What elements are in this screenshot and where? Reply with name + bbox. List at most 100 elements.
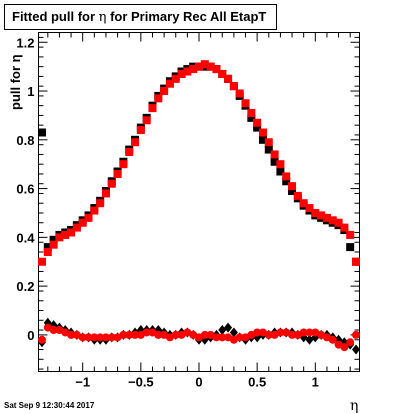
chart-title-suffix: for Primary Rec All EtapT — [106, 9, 267, 24]
series-2-point — [352, 344, 361, 355]
x-tick-label: 0.5 — [248, 375, 266, 390]
series-3-point — [200, 330, 209, 339]
series-1-point — [72, 223, 81, 232]
series-2-point — [224, 322, 233, 333]
series-1-point — [258, 128, 267, 137]
series-1-point — [195, 62, 203, 71]
series-3-point — [305, 328, 314, 337]
series-3-point — [218, 333, 227, 342]
series-3-point — [352, 330, 361, 339]
series-1-point — [235, 89, 244, 98]
series-1-point — [247, 108, 256, 117]
x-tick-label: 0 — [195, 375, 202, 390]
y-tick-label: 0.2 — [16, 279, 34, 294]
chart-title-greek: η — [98, 10, 107, 25]
series-2-point — [229, 327, 238, 338]
series-1-point — [165, 79, 174, 88]
series-1-point — [282, 172, 291, 181]
series-1-point — [136, 126, 145, 135]
series-1-point — [311, 208, 320, 217]
chart-title: Fitted pull for η for Primary Rec All Et… — [4, 4, 277, 30]
series-1-point — [346, 230, 355, 239]
series-1-point — [67, 228, 76, 237]
series-3-point — [276, 328, 285, 337]
series-1-point — [154, 94, 163, 103]
series-3-point — [78, 333, 87, 342]
series-3-point — [37, 335, 46, 344]
y-tick-label: 0 — [27, 328, 34, 343]
series-1-point — [177, 69, 186, 78]
series-0-point — [253, 123, 262, 132]
series-0-point — [247, 113, 256, 122]
y-tick-label: 1 — [27, 84, 34, 99]
series-0-point — [43, 243, 52, 252]
series-1-point — [229, 82, 238, 91]
series-3-point — [212, 333, 221, 342]
series-1-point — [224, 74, 233, 83]
series-1-point — [90, 206, 99, 215]
series-1-point — [61, 230, 70, 239]
series-3-point — [67, 330, 76, 339]
series-3-point — [107, 333, 116, 342]
y-tick-label: 1.2 — [16, 35, 34, 50]
series-3-point — [288, 330, 297, 339]
chart-title-prefix: Fitted pull for — [12, 9, 99, 24]
series-1-point — [101, 189, 110, 198]
series-0-point — [282, 177, 291, 186]
x-tick-label: −1 — [75, 375, 90, 390]
series-3-point — [131, 330, 140, 339]
series-3-point — [346, 338, 355, 347]
series-3-point — [49, 326, 58, 335]
series-3-point — [101, 333, 110, 342]
series-1-point — [160, 87, 169, 96]
y-tick-label: 0.6 — [16, 182, 34, 197]
series-1-point — [270, 150, 279, 159]
x-tick-label: −0.5 — [128, 375, 154, 390]
series-3-point — [253, 328, 262, 337]
series-3-point — [84, 333, 93, 342]
series-3-point — [235, 333, 244, 342]
series-1-point — [78, 218, 87, 227]
series-1-point — [340, 223, 349, 232]
series-0-point — [270, 157, 279, 166]
y-tick-label: 0.4 — [16, 230, 35, 245]
series-1-point — [322, 213, 331, 222]
series-1-point — [43, 247, 52, 256]
series-1-point — [96, 199, 105, 208]
series-1-point — [107, 179, 116, 188]
series-1-point — [189, 65, 198, 74]
series-1-point — [241, 99, 250, 108]
series-1-point — [125, 148, 134, 157]
series-3-point — [340, 343, 349, 352]
series-0-point — [264, 145, 273, 154]
series-3-point — [328, 335, 337, 344]
series-1-point — [305, 204, 314, 213]
series-1-point — [84, 213, 93, 222]
series-1-point — [183, 67, 192, 76]
series-1-point — [334, 218, 343, 227]
series-1-point — [200, 60, 209, 69]
series-1-point — [212, 65, 221, 74]
series-3-point — [171, 330, 180, 339]
series-1-point — [276, 160, 285, 169]
series-1-point — [119, 160, 128, 169]
series-3-point — [125, 330, 134, 339]
series-3-point — [119, 330, 128, 339]
series-3-point — [154, 330, 163, 339]
series-3-point — [90, 333, 99, 342]
series-1-point — [264, 138, 273, 147]
series-1-point — [253, 118, 262, 127]
series-0-point — [288, 187, 297, 196]
series-3-point — [142, 328, 151, 337]
series-1-point — [55, 233, 64, 242]
series-1-point — [352, 257, 361, 266]
series-0-point — [346, 243, 355, 252]
series-1-point — [293, 191, 302, 200]
series-0-point — [276, 167, 285, 176]
series-1-point — [37, 257, 46, 266]
series-1-point — [171, 74, 180, 83]
x-tick-label: 1 — [312, 375, 319, 390]
series-1-point — [131, 138, 140, 147]
series-3-point — [264, 330, 273, 339]
